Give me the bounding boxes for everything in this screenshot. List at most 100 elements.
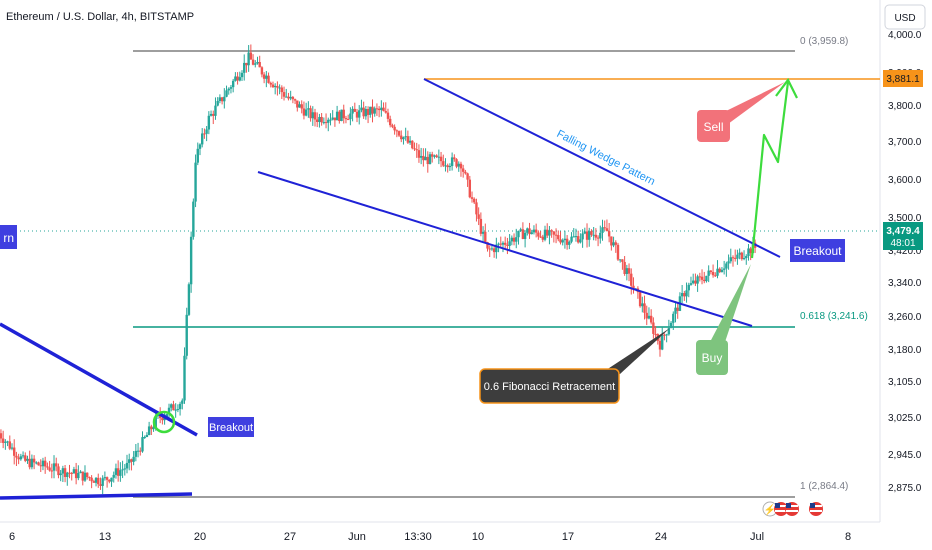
candle-body (680, 293, 684, 297)
candle-body (503, 242, 507, 245)
candle-body (720, 269, 724, 273)
candle-body (510, 237, 514, 242)
time-axis[interactable]: 6 13 20 27 Jun 13:30 10 17 24 Jul 8 (9, 531, 851, 543)
candle-body (77, 472, 80, 479)
candle-body (108, 479, 111, 482)
time-tick-label: 8 (845, 531, 851, 543)
candle-body (731, 257, 735, 259)
candle-body (714, 275, 717, 277)
candle-body (309, 108, 312, 119)
candle-body (128, 459, 131, 463)
candle-body (183, 355, 186, 401)
event-icons[interactable]: ⚡ (762, 501, 823, 517)
candle-body (437, 156, 441, 158)
candle-body (293, 99, 297, 101)
currency-button[interactable] (884, 4, 926, 30)
candle-body (269, 82, 272, 85)
candle-body (424, 156, 427, 161)
candle-body (596, 237, 600, 239)
candle-body (450, 157, 454, 166)
candle-body (254, 63, 257, 65)
candle-body (300, 104, 303, 109)
candle-body (154, 415, 157, 428)
candle-body (397, 131, 401, 136)
candle-body (481, 231, 485, 234)
candle-body (344, 118, 348, 120)
candle-body (285, 96, 288, 98)
candle-body (333, 117, 337, 121)
price-axis[interactable]: USD 3,900.0 4,000.03,800.03,700.03,600.0… (883, 4, 926, 494)
buy-callout-pointer (710, 264, 751, 345)
candle-body (643, 303, 646, 313)
candle-body (435, 155, 438, 157)
candle-body (672, 313, 675, 323)
us-flag-icon[interactable] (774, 502, 788, 516)
candle-body (260, 67, 264, 75)
candle-body (57, 466, 60, 476)
candle-body (17, 457, 20, 460)
candle-body (41, 460, 45, 467)
candle-body (121, 469, 124, 471)
candle-body (218, 97, 222, 102)
candle-body (236, 76, 239, 81)
candle-body (282, 92, 286, 97)
candle-body (92, 481, 96, 483)
candle-body (448, 165, 452, 168)
candle-body (426, 156, 429, 165)
candle-body (583, 231, 587, 234)
candle-body (548, 230, 551, 236)
candle-body (446, 165, 449, 168)
candle-body (371, 106, 374, 114)
candle-body (411, 140, 414, 149)
candle-body (674, 307, 677, 314)
candle-body (508, 241, 511, 246)
us-flag-icon[interactable] (785, 502, 799, 516)
candle-body (63, 468, 67, 477)
candle-body (530, 232, 533, 235)
us-flag-icon[interactable] (809, 502, 823, 516)
candle-body (101, 478, 104, 486)
candle-body (366, 109, 370, 115)
candle-body (340, 109, 343, 122)
candle-body (26, 458, 29, 461)
candle-body (461, 168, 465, 172)
candle-body (320, 116, 323, 123)
candle-body (70, 473, 73, 475)
candle-body (709, 270, 713, 272)
candle-body (278, 87, 281, 89)
candle-body (546, 229, 549, 236)
candle-body (627, 268, 631, 274)
candle-body (165, 414, 169, 417)
candle-body (373, 108, 376, 114)
breakout-circle-marker (152, 410, 176, 434)
candle-body (614, 242, 617, 245)
candle-body (711, 271, 715, 276)
candle-body (592, 234, 595, 236)
candle-body (683, 293, 686, 297)
candle-body (477, 214, 480, 219)
candle-body (338, 111, 341, 122)
candle-body (745, 256, 748, 259)
candle-body (198, 144, 202, 149)
candle-body (35, 462, 38, 464)
candle-body (30, 458, 34, 468)
candle-body (616, 244, 620, 260)
candle-body (694, 280, 697, 284)
candle-body (473, 198, 476, 203)
candle-body (298, 104, 301, 108)
sell-label: Sell (703, 120, 723, 134)
candle-body (143, 436, 146, 438)
candle-body (594, 234, 598, 238)
price-tick-label: 2,875.0 (888, 483, 922, 494)
candle-body (738, 252, 741, 255)
candle-body (554, 234, 558, 236)
candle-body (39, 465, 42, 467)
candle-body (534, 229, 538, 233)
candle-body (209, 113, 213, 116)
candle-body (537, 232, 540, 237)
time-tick-label: 17 (562, 531, 574, 543)
candle-body (669, 322, 673, 329)
candle-body (749, 248, 752, 254)
candle-body (645, 312, 648, 319)
